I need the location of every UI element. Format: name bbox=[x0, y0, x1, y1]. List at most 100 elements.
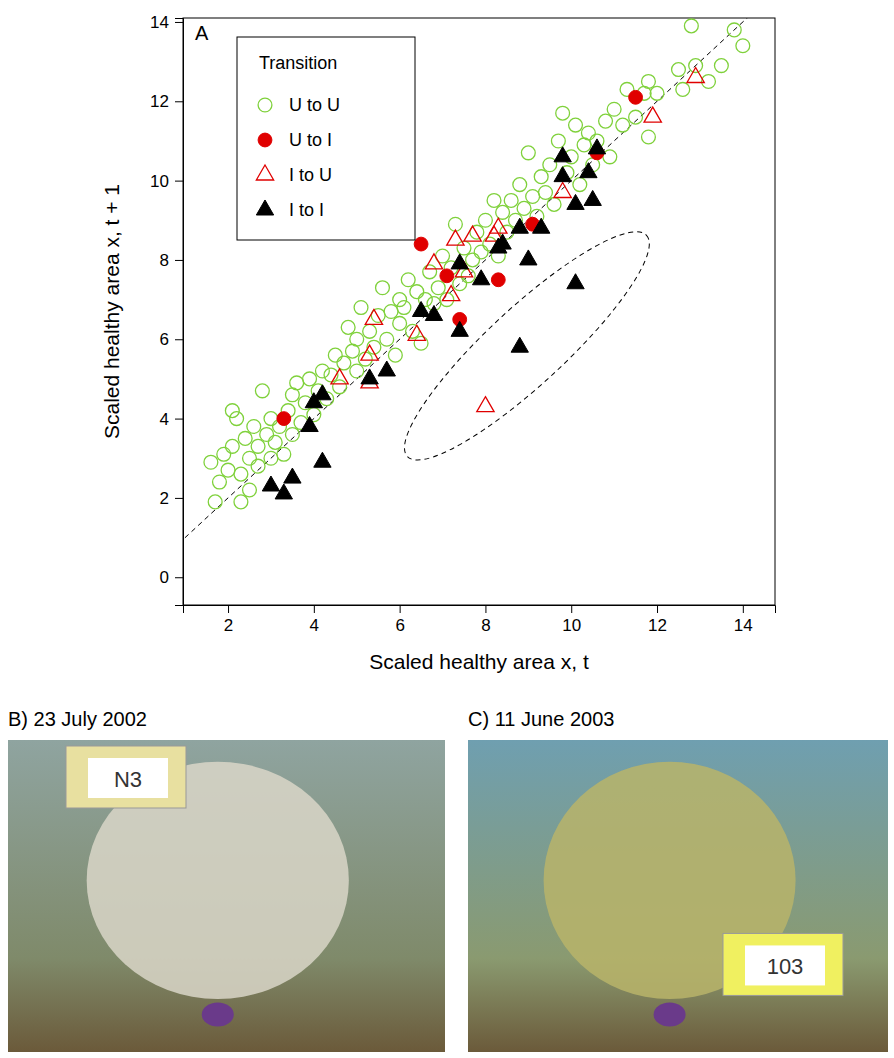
point bbox=[213, 475, 227, 489]
legend: TransitionU to UU to II to UI to I bbox=[237, 37, 415, 240]
point bbox=[277, 412, 291, 426]
tick-label: 10 bbox=[562, 616, 581, 635]
legend-marker bbox=[258, 133, 272, 147]
point bbox=[644, 107, 661, 122]
point bbox=[251, 439, 265, 453]
tick: 12 bbox=[150, 92, 183, 111]
point bbox=[588, 139, 605, 154]
point bbox=[573, 178, 587, 192]
point bbox=[684, 19, 698, 33]
point bbox=[423, 265, 437, 279]
point bbox=[447, 230, 464, 245]
point bbox=[554, 183, 571, 198]
photo-background bbox=[468, 740, 888, 1052]
panel-label: A bbox=[195, 22, 209, 44]
tick: 14 bbox=[734, 605, 753, 635]
figure: 246810121402468101214Scaled healthy area… bbox=[0, 0, 894, 1058]
photo-panel: B) 23 July 2002N3 bbox=[8, 708, 445, 1052]
tick-label: 2 bbox=[160, 489, 169, 508]
tick: 8 bbox=[160, 251, 183, 270]
point bbox=[490, 218, 507, 233]
point bbox=[350, 332, 364, 346]
tick-label: 2 bbox=[224, 616, 233, 635]
tick-mark bbox=[175, 339, 183, 340]
point bbox=[554, 167, 571, 182]
point bbox=[466, 253, 480, 267]
tick-mark bbox=[228, 605, 229, 613]
point bbox=[474, 245, 488, 259]
point bbox=[727, 23, 741, 37]
point bbox=[567, 274, 584, 289]
point bbox=[533, 218, 550, 233]
point bbox=[479, 213, 493, 227]
tick-label: 12 bbox=[648, 616, 667, 635]
point bbox=[425, 254, 442, 269]
point bbox=[521, 146, 535, 160]
point bbox=[410, 285, 424, 299]
point bbox=[496, 205, 510, 219]
tick: 4 bbox=[160, 410, 183, 429]
point bbox=[365, 309, 382, 324]
point bbox=[376, 281, 390, 295]
legend-marker bbox=[256, 200, 273, 215]
y-axis: 02468101214 bbox=[150, 13, 183, 606]
point bbox=[539, 186, 553, 200]
point bbox=[453, 277, 467, 291]
point bbox=[230, 412, 244, 426]
tick-label: 4 bbox=[310, 616, 319, 635]
tick: 0 bbox=[160, 568, 183, 587]
point bbox=[714, 59, 728, 73]
point bbox=[331, 369, 348, 384]
photo-panel: C) 11 June 2003103 bbox=[468, 708, 888, 1052]
axis-line bbox=[175, 19, 184, 606]
legend-label: U to U bbox=[289, 95, 340, 115]
point bbox=[642, 75, 656, 89]
point bbox=[341, 320, 355, 334]
point bbox=[397, 301, 411, 315]
point bbox=[268, 435, 282, 449]
point bbox=[494, 234, 511, 249]
tick: 10 bbox=[562, 605, 581, 635]
point bbox=[316, 364, 330, 378]
tick: 14 bbox=[150, 13, 183, 32]
point bbox=[511, 218, 528, 233]
point bbox=[599, 114, 613, 128]
point bbox=[333, 380, 347, 394]
point bbox=[234, 495, 248, 509]
series-points bbox=[204, 19, 750, 509]
point bbox=[255, 384, 269, 398]
point bbox=[264, 451, 278, 465]
tick-label: 12 bbox=[150, 92, 169, 111]
point bbox=[464, 226, 481, 241]
tick-label: 0 bbox=[160, 568, 169, 587]
point bbox=[414, 237, 428, 251]
point bbox=[393, 316, 407, 330]
tick-mark bbox=[175, 181, 183, 182]
slate bbox=[723, 933, 843, 995]
point bbox=[354, 301, 368, 315]
tick-mark bbox=[175, 260, 183, 261]
point bbox=[225, 439, 239, 453]
point bbox=[425, 305, 442, 320]
point bbox=[556, 106, 570, 120]
sea-fan-base bbox=[654, 1003, 686, 1027]
point bbox=[303, 372, 317, 386]
point bbox=[629, 110, 643, 124]
tick-label: 8 bbox=[481, 616, 490, 635]
point bbox=[414, 336, 428, 350]
point bbox=[275, 484, 292, 499]
point bbox=[328, 348, 342, 362]
point bbox=[204, 455, 218, 469]
point bbox=[262, 476, 279, 491]
point bbox=[380, 332, 394, 346]
point bbox=[314, 452, 331, 467]
point bbox=[384, 305, 398, 319]
legend-box bbox=[237, 37, 415, 240]
tick: 2 bbox=[224, 605, 233, 635]
tick-mark bbox=[314, 605, 315, 613]
point bbox=[221, 463, 235, 477]
photo-caption: C) 11 June 2003 bbox=[468, 708, 614, 730]
tick: 4 bbox=[310, 605, 319, 635]
tick: 2 bbox=[160, 489, 183, 508]
y-axis-title: Scaled healthy area x, t + 1 bbox=[100, 184, 123, 439]
